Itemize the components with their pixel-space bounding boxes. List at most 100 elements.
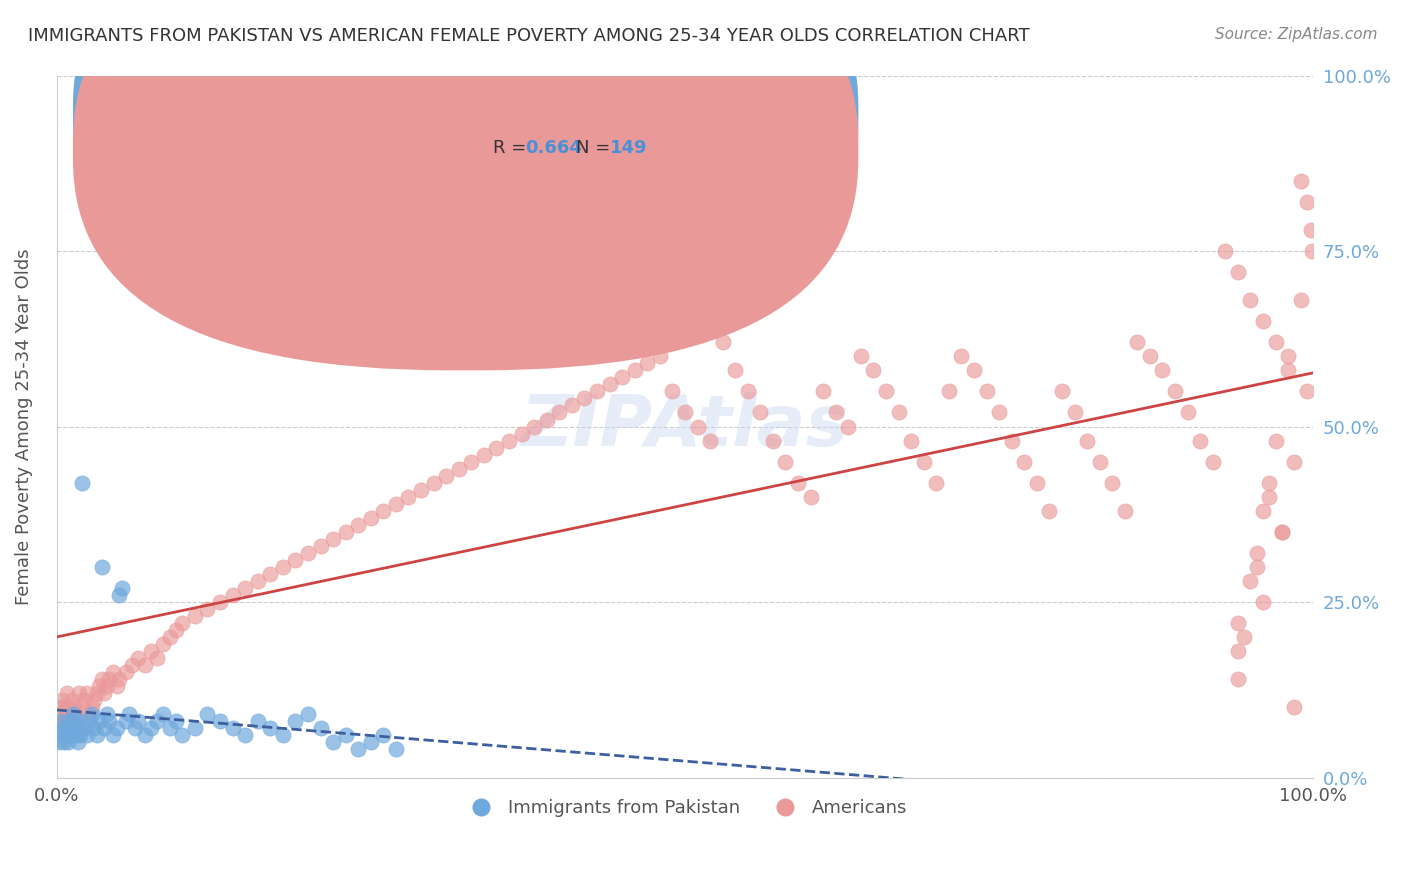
Point [184, 722, 207, 736]
Text: Source: ZipAtlas.com: Source: ZipAtlas.com [1215, 27, 1378, 42]
Point [69, 728, 91, 742]
Point [172, 616, 194, 631]
Point [360, 510, 382, 524]
Point [1226, 673, 1249, 687]
Text: ZIPAtlas: ZIPAtlas [520, 392, 849, 461]
Text: 0.664: 0.664 [526, 139, 582, 157]
Text: IMMIGRANTS FROM PAKISTAN VS AMERICAN FEMALE POVERTY AMONG 25-34 YEAR OLDS CORREL: IMMIGRANTS FROM PAKISTAN VS AMERICAN FEM… [28, 27, 1029, 45]
Point [233, 581, 256, 595]
Point [485, 441, 508, 455]
Point [1050, 384, 1073, 399]
Point [56, 735, 79, 749]
Point [1233, 630, 1256, 644]
Point [55, 707, 77, 722]
Point [67, 686, 90, 700]
Point [208, 595, 231, 609]
Point [73, 722, 96, 736]
Text: N =: N = [575, 139, 616, 157]
Point [221, 588, 243, 602]
Point [197, 707, 219, 722]
Text: 0.510: 0.510 [526, 103, 582, 121]
Text: R =: R = [492, 139, 531, 157]
Point [1264, 434, 1286, 448]
Point [963, 363, 986, 377]
Point [335, 728, 357, 742]
Point [1012, 455, 1035, 469]
Point [599, 377, 621, 392]
Point [498, 434, 520, 448]
Point [1264, 335, 1286, 350]
Point [76, 686, 98, 700]
Point [1152, 363, 1174, 377]
Point [96, 679, 118, 693]
Point [89, 679, 111, 693]
Point [259, 566, 281, 581]
Point [422, 475, 444, 490]
Point [1246, 560, 1268, 574]
Point [724, 363, 747, 377]
Point [749, 405, 772, 419]
Point [134, 728, 156, 742]
Point [1301, 244, 1323, 258]
Point [86, 728, 108, 742]
Point [108, 673, 131, 687]
Point [152, 637, 174, 651]
FancyBboxPatch shape [427, 86, 728, 181]
Point [976, 384, 998, 399]
Point [233, 728, 256, 742]
Point [912, 455, 935, 469]
Point [172, 728, 194, 742]
Point [48, 700, 70, 714]
Point [1251, 314, 1274, 328]
Point [297, 546, 319, 560]
Point [63, 714, 86, 729]
Point [139, 644, 162, 658]
Point [246, 714, 269, 729]
Point [875, 384, 897, 399]
Point [114, 665, 136, 680]
Point [134, 658, 156, 673]
Point [108, 588, 131, 602]
Point [1258, 475, 1281, 490]
Point [51, 693, 73, 707]
Point [711, 335, 734, 350]
Point [221, 722, 243, 736]
Point [98, 673, 121, 687]
Point [1025, 475, 1047, 490]
Point [49, 707, 72, 722]
Point [1001, 434, 1024, 448]
Point [105, 722, 128, 736]
Point [460, 455, 482, 469]
Point [1296, 194, 1319, 209]
Point [824, 405, 846, 419]
Point [146, 714, 169, 729]
Text: 149: 149 [610, 139, 647, 157]
Point [79, 707, 101, 722]
Point [900, 434, 922, 448]
Point [648, 349, 671, 363]
Point [60, 693, 83, 707]
FancyBboxPatch shape [73, 0, 859, 370]
Point [79, 714, 101, 729]
Point [46, 714, 69, 729]
Point [1076, 434, 1098, 448]
Point [271, 560, 294, 574]
Point [661, 384, 683, 399]
Text: R =: R = [492, 103, 531, 121]
Point [1189, 434, 1212, 448]
Point [385, 742, 408, 756]
Point [208, 714, 231, 729]
Point [93, 722, 115, 736]
Point [1038, 504, 1060, 518]
Point [66, 735, 89, 749]
Point [105, 679, 128, 693]
Point [66, 722, 89, 736]
Point [259, 722, 281, 736]
Point [59, 728, 82, 742]
Point [1284, 455, 1306, 469]
Text: 62: 62 [610, 103, 634, 121]
Point [1088, 455, 1111, 469]
Point [127, 714, 149, 729]
Point [184, 609, 207, 624]
Point [90, 673, 112, 687]
